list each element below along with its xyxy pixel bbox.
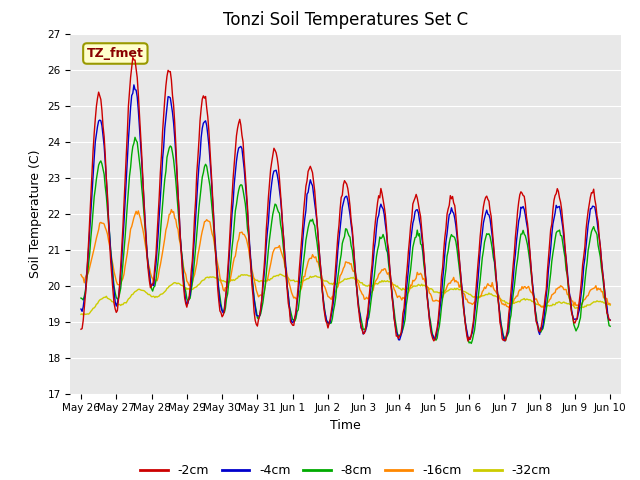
- -8cm: [467, 340, 475, 346]
- -4cm: [77, 306, 85, 312]
- -16cm: [77, 272, 85, 277]
- -8cm: [462, 324, 470, 329]
- -16cm: [462, 296, 470, 302]
- -32cm: [584, 302, 592, 308]
- -4cm: [606, 317, 614, 323]
- Legend: -2cm, -4cm, -8cm, -16cm, -32cm: -2cm, -4cm, -8cm, -16cm, -32cm: [135, 459, 556, 480]
- -32cm: [348, 275, 355, 280]
- X-axis label: Time: Time: [330, 419, 361, 432]
- -4cm: [346, 212, 354, 217]
- -16cm: [319, 278, 326, 284]
- -8cm: [606, 324, 614, 329]
- -8cm: [451, 235, 459, 241]
- -8cm: [77, 295, 85, 301]
- -32cm: [276, 271, 284, 277]
- -2cm: [462, 325, 470, 331]
- Line: -2cm: -2cm: [81, 58, 610, 341]
- Text: TZ_fmet: TZ_fmet: [87, 47, 144, 60]
- -4cm: [500, 338, 508, 344]
- -8cm: [131, 134, 139, 140]
- Line: -32cm: -32cm: [81, 274, 610, 315]
- Line: -16cm: -16cm: [81, 210, 610, 307]
- -16cm: [606, 301, 614, 307]
- -2cm: [319, 289, 326, 295]
- -32cm: [606, 302, 614, 308]
- -4cm: [468, 330, 476, 336]
- -2cm: [464, 338, 472, 344]
- -8cm: [346, 234, 354, 240]
- -4cm: [584, 222, 592, 228]
- Line: -4cm: -4cm: [81, 85, 610, 341]
- -8cm: [470, 332, 477, 337]
- -2cm: [346, 203, 354, 209]
- -32cm: [79, 312, 87, 318]
- -2cm: [584, 208, 592, 214]
- -32cm: [463, 290, 471, 296]
- -2cm: [606, 317, 614, 323]
- -4cm: [319, 288, 326, 294]
- -4cm: [130, 82, 138, 88]
- -16cm: [505, 304, 513, 310]
- -4cm: [451, 216, 459, 221]
- -16cm: [168, 207, 175, 213]
- -2cm: [129, 55, 137, 60]
- Y-axis label: Soil Temperature (C): Soil Temperature (C): [29, 149, 42, 278]
- -8cm: [584, 247, 592, 253]
- -16cm: [346, 261, 354, 267]
- -16cm: [584, 293, 592, 299]
- Line: -8cm: -8cm: [81, 137, 610, 343]
- -32cm: [470, 294, 477, 300]
- -32cm: [320, 278, 328, 284]
- -2cm: [77, 326, 85, 332]
- -2cm: [451, 203, 459, 208]
- -4cm: [462, 322, 470, 328]
- Title: Tonzi Soil Temperatures Set C: Tonzi Soil Temperatures Set C: [223, 11, 468, 29]
- -32cm: [77, 312, 85, 317]
- -32cm: [452, 287, 460, 292]
- -2cm: [470, 318, 477, 324]
- -16cm: [468, 301, 476, 307]
- -16cm: [451, 279, 459, 285]
- -8cm: [319, 289, 326, 295]
